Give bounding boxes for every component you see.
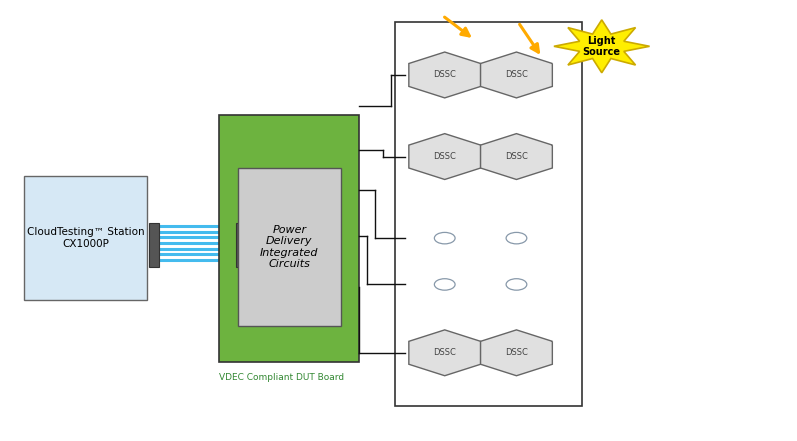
Bar bbox=[236, 223, 245, 267]
Text: VDEC Compliant DUT Board: VDEC Compliant DUT Board bbox=[219, 373, 344, 381]
Ellipse shape bbox=[506, 232, 527, 244]
Bar bbox=[238, 168, 341, 326]
Ellipse shape bbox=[434, 279, 455, 290]
Text: DSSC: DSSC bbox=[434, 348, 456, 357]
Text: Power
Delivery
Integrated
Circuits: Power Delivery Integrated Circuits bbox=[260, 224, 319, 269]
Text: DSSC: DSSC bbox=[505, 152, 528, 161]
Text: CloudTesting™ Station
CX1000P: CloudTesting™ Station CX1000P bbox=[27, 228, 144, 249]
Text: Light
Source: Light Source bbox=[583, 36, 621, 57]
Text: DSSC: DSSC bbox=[505, 71, 528, 79]
Polygon shape bbox=[409, 134, 481, 179]
Text: DSSC: DSSC bbox=[505, 348, 528, 357]
Bar bbox=[395, 22, 582, 406]
Ellipse shape bbox=[506, 279, 527, 290]
Polygon shape bbox=[409, 330, 481, 376]
Bar bbox=[24, 176, 147, 300]
Polygon shape bbox=[481, 52, 552, 98]
Polygon shape bbox=[554, 20, 650, 73]
Polygon shape bbox=[481, 134, 552, 179]
Ellipse shape bbox=[434, 232, 455, 244]
Text: DSSC: DSSC bbox=[434, 71, 456, 79]
Bar bbox=[149, 223, 159, 267]
Polygon shape bbox=[409, 52, 481, 98]
Polygon shape bbox=[481, 330, 552, 376]
Text: DSSC: DSSC bbox=[434, 152, 456, 161]
Bar bbox=[219, 115, 359, 362]
